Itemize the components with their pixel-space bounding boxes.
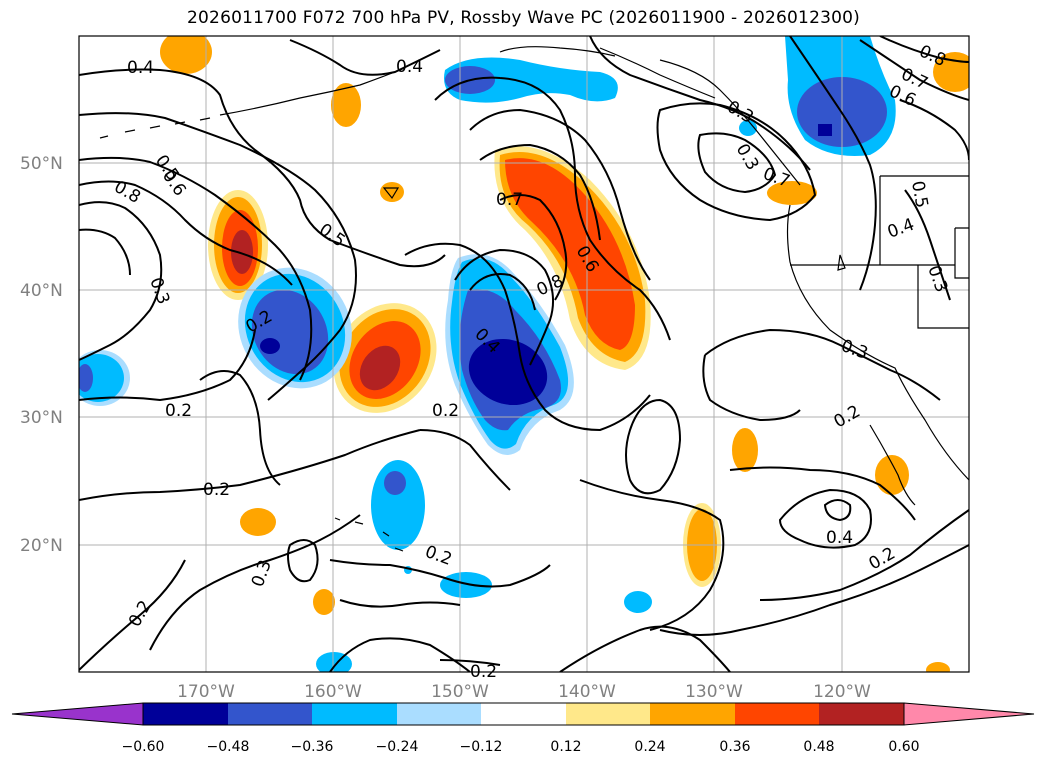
positive-anomaly-east-arc	[494, 146, 651, 370]
colorbar-segment	[481, 703, 566, 725]
positive-anomaly-small-3	[240, 508, 276, 536]
positive-anomaly-small-6	[732, 428, 758, 472]
colorbar-segment	[566, 703, 650, 725]
colorbar-segment	[650, 703, 735, 725]
lat-label-40n: 40°N	[20, 281, 63, 301]
colorbar-tick: −0.60	[122, 739, 165, 755]
lon-label-170w: 170°W	[177, 682, 235, 702]
positive-anomaly-small-11	[926, 662, 950, 672]
positive-anomaly-small-4	[313, 589, 335, 615]
positive-anomaly-small-10	[380, 182, 404, 202]
colorbar-tick: 0.48	[803, 739, 834, 755]
colorbar-tick: −0.24	[376, 739, 419, 755]
lat-label-20n: 20°N	[20, 536, 63, 556]
colorbar: −0.60 −0.48 −0.36 −0.24 −0.12 0.12 0.24 …	[11, 702, 1035, 755]
map-title: 2026011700 F072 700 hPa PV, Rossby Wave …	[187, 8, 860, 28]
coastline-layer	[99, 46, 969, 552]
colorbar-tick: 0.60	[888, 739, 919, 755]
positive-anomaly-small-7	[875, 455, 909, 495]
colorbar-tick: −0.48	[207, 739, 250, 755]
lon-label-130w: 130°W	[685, 682, 743, 702]
contour-label: 0.4	[127, 58, 154, 78]
positive-anomaly-small-8	[767, 181, 817, 205]
colorbar-tick: −0.36	[291, 739, 334, 755]
graticule	[79, 36, 969, 672]
colorbar-segment	[228, 703, 312, 725]
lon-label-150w: 150°W	[431, 682, 489, 702]
positive-anomaly-small-1	[160, 36, 212, 74]
lat-label-30n: 30°N	[20, 408, 63, 428]
colorbar-tick: −0.12	[460, 739, 503, 755]
colorbar-segment	[312, 703, 397, 725]
colorbar-segment	[735, 703, 819, 725]
contour-label: 0.2	[203, 480, 230, 500]
colorbar-segment	[143, 703, 228, 725]
map-frame	[78, 35, 970, 673]
positive-anomaly-west	[208, 190, 268, 300]
pv-contours	[79, 36, 969, 672]
contour-label: 0.4	[826, 528, 853, 548]
lon-label-120w: 120°W	[813, 682, 871, 702]
colorbar-tick: 0.36	[719, 739, 750, 755]
lon-label-140w: 140°W	[558, 682, 616, 702]
colorbar-tick: 0.12	[550, 739, 581, 755]
colorbar-tick: 0.24	[634, 739, 665, 755]
positive-anomaly-central	[333, 303, 437, 413]
colorbar-frame	[142, 702, 905, 726]
colorbar-extend-low	[11, 702, 144, 726]
contour-label: 0.4	[396, 57, 423, 77]
positive-anomaly-small-2	[331, 83, 361, 127]
shading-layer	[79, 36, 969, 672]
colorbar-segment	[397, 703, 481, 725]
negative-anomaly-small	[79, 120, 757, 672]
contour-label: 0.7	[496, 190, 523, 210]
colorbar-extend-high	[903, 702, 1035, 726]
colorbar-segment	[819, 703, 904, 725]
lon-label-160w: 160°W	[304, 682, 362, 702]
contour-label: 0.2	[165, 401, 192, 421]
contour-label: 0.2	[432, 401, 459, 421]
lat-label-50n: 50°N	[20, 154, 63, 174]
contour-label: 0.5	[907, 179, 931, 209]
